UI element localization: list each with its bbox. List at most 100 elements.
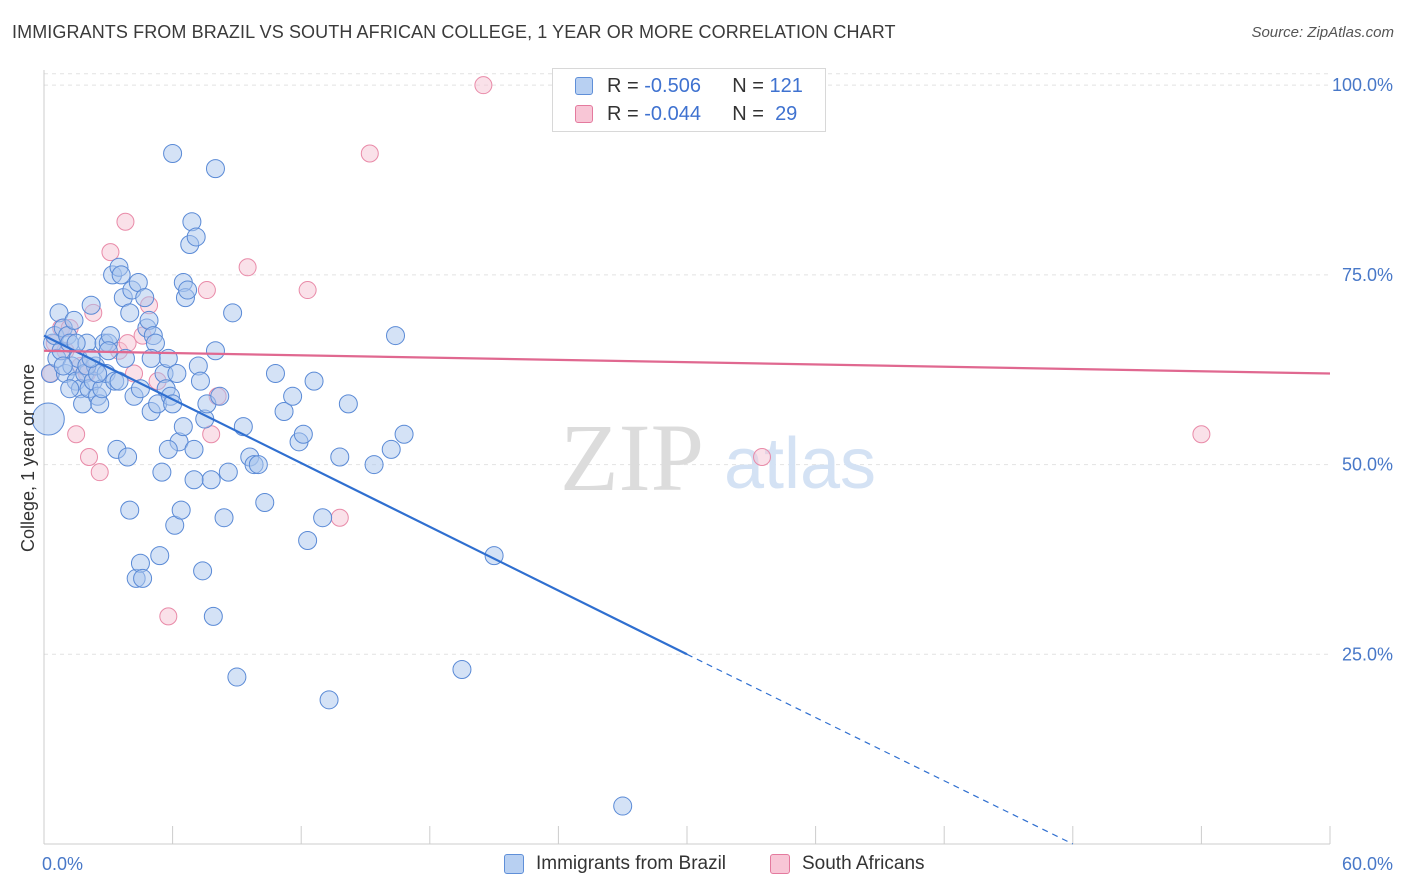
legend-row-south-africans: R = -0.044 N = 29 — [575, 101, 797, 127]
data-point-brazil — [171, 500, 191, 520]
legend-swatch-blue — [575, 77, 593, 95]
bottom-legend-label-south-africans: South Africans — [802, 853, 925, 874]
chart-title: IMMIGRANTS FROM BRAZIL VS SOUTH AFRICAN … — [12, 22, 896, 42]
legend-swatch-pink — [575, 105, 593, 123]
watermark: ZIP atlas — [560, 404, 876, 511]
data-point-brazil — [233, 417, 253, 437]
data-point-brazil — [184, 439, 204, 459]
data-point-brazil — [115, 348, 135, 368]
trend-line-brazil — [43, 334, 688, 656]
data-point-brazil — [193, 561, 213, 581]
data-point-brazil — [338, 394, 358, 414]
x-tick-labels: 0.0% 60.0% — [42, 854, 1393, 874]
data-point-brazil — [163, 143, 183, 163]
data-point-south-africans — [1192, 425, 1211, 444]
data-point-brazil — [201, 470, 221, 490]
data-point-brazil — [452, 659, 472, 679]
y-tick-labels: 25.0% 50.0% 75.0% 100.0% — [1332, 75, 1393, 664]
bottom-legend-brazil: Immigrants from Brazil — [504, 852, 726, 876]
data-point-brazil — [167, 364, 187, 384]
data-point-south-africans — [116, 212, 135, 231]
data-point-brazil — [31, 402, 65, 436]
data-point-brazil — [163, 394, 183, 414]
data-point-brazil — [141, 348, 161, 368]
data-point-brazil — [184, 470, 204, 490]
data-point-brazil — [81, 295, 101, 315]
data-point-south-africans — [360, 144, 379, 163]
watermark-atlas: atlas — [724, 424, 876, 504]
data-point-brazil — [304, 371, 324, 391]
y-tick-label: 75.0% — [1342, 265, 1393, 285]
bottom-legend-label-brazil: Immigrants from Brazil — [536, 853, 727, 874]
data-point-brazil — [293, 424, 313, 444]
legend-n-value-brazil: 121 — [769, 74, 803, 97]
data-point-brazil — [64, 310, 84, 330]
data-point-brazil — [210, 386, 230, 406]
legend-n-value-south-africans: 29 — [775, 102, 798, 125]
data-point-brazil — [178, 280, 198, 300]
data-point-brazil — [60, 379, 80, 399]
data-point-brazil — [118, 447, 138, 467]
trend-line-brazil-extension — [686, 653, 1074, 845]
trend-lines — [43, 334, 1331, 845]
data-point-brazil — [319, 690, 339, 710]
y-tick-label: 50.0% — [1342, 455, 1393, 475]
data-point-brazil — [227, 667, 247, 687]
y-axis-label: College, 1 year or more — [18, 364, 38, 552]
legend-row-brazil: R = -0.506 N = 121 — [575, 73, 803, 99]
series-brazil-points — [31, 143, 633, 816]
data-point-brazil — [203, 606, 223, 626]
grid-lines — [44, 73, 1330, 655]
data-point-brazil — [152, 462, 172, 482]
chart-source: Source: ZipAtlas.com — [1251, 24, 1394, 41]
legend-r-label: R = — [607, 74, 639, 97]
data-point-brazil — [274, 401, 294, 421]
data-point-brazil — [158, 439, 178, 459]
bottom-legend-swatch-blue — [504, 854, 524, 874]
data-point-south-africans — [90, 463, 109, 482]
data-point-brazil — [298, 530, 318, 550]
trend-line-south-africans — [43, 349, 1331, 375]
legend-n-label: N = — [732, 74, 764, 97]
legend-r-label: R = — [607, 102, 639, 125]
data-point-brazil — [218, 462, 238, 482]
data-point-brazil — [248, 455, 268, 475]
data-point-south-africans — [238, 258, 257, 277]
data-point-brazil — [173, 417, 193, 437]
data-point-brazil — [120, 500, 140, 520]
data-point-south-africans — [67, 425, 86, 444]
data-point-brazil — [133, 568, 153, 588]
watermark-zip: ZIP — [560, 404, 704, 511]
data-point-south-africans — [474, 76, 493, 95]
data-point-brazil — [613, 796, 633, 816]
legend-n-label: N = — [732, 102, 764, 125]
bottom-legend-swatch-pink — [770, 854, 790, 874]
data-point-brazil — [186, 227, 206, 247]
legend-r-value-south-africans: -0.044 — [644, 102, 701, 125]
data-point-south-africans — [298, 281, 317, 300]
data-point-brazil — [313, 508, 333, 528]
data-point-south-africans — [197, 281, 216, 300]
y-tick-label: 100.0% — [1332, 75, 1393, 95]
x-tick-label-max: 60.0% — [1342, 854, 1393, 874]
data-point-south-africans — [80, 448, 99, 466]
data-point-brazil — [111, 265, 131, 285]
x-ticks — [43, 826, 1331, 844]
data-point-brazil — [394, 424, 414, 444]
data-point-brazil — [381, 439, 401, 459]
data-point-brazil — [53, 356, 73, 376]
data-point-brazil — [205, 341, 225, 361]
data-point-south-africans — [330, 508, 349, 527]
data-point-brazil — [330, 447, 350, 467]
y-tick-label: 25.0% — [1342, 644, 1393, 664]
data-point-brazil — [364, 455, 384, 475]
correlation-legend: R = -0.506 N = 121 R = -0.044 N = 29 — [552, 68, 826, 132]
data-point-brazil — [150, 546, 170, 566]
data-point-brazil — [265, 364, 285, 384]
data-point-brazil — [135, 288, 155, 308]
data-point-brazil — [205, 159, 225, 179]
data-point-brazil — [190, 371, 210, 391]
data-point-south-africans — [159, 607, 178, 626]
data-point-brazil — [386, 326, 406, 346]
x-tick-label-min: 0.0% — [42, 854, 83, 874]
